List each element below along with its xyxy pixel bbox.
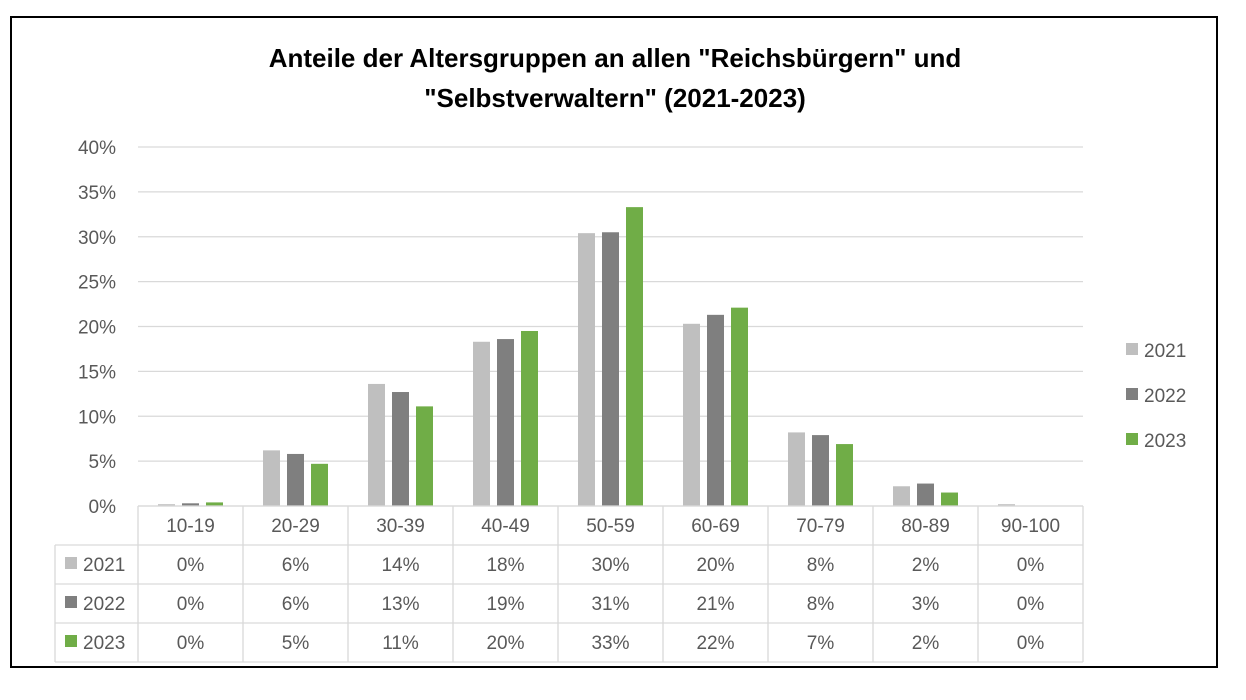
data-label: 33% bbox=[591, 633, 629, 654]
data-label: 14% bbox=[381, 555, 419, 576]
data-label: 7% bbox=[807, 633, 835, 654]
data-label: 21% bbox=[696, 594, 734, 615]
bar-2021-80-89 bbox=[893, 486, 910, 506]
bar-2022-50-59 bbox=[602, 232, 619, 506]
bar-2021-90-100 bbox=[998, 504, 1015, 506]
data-label: 6% bbox=[282, 594, 310, 615]
bar-2021-70-79 bbox=[788, 432, 805, 506]
bar-2023-30-39 bbox=[416, 406, 433, 506]
bar-2021-50-59 bbox=[578, 233, 595, 506]
bar-2023-10-19 bbox=[206, 502, 223, 506]
data-label: 2% bbox=[912, 555, 940, 576]
y-tick-label: 40% bbox=[78, 138, 116, 159]
bar-2021-40-49 bbox=[473, 341, 490, 506]
bar-2023-40-49 bbox=[521, 330, 538, 506]
table-legend-key-2021 bbox=[65, 557, 77, 569]
y-tick-label: 30% bbox=[78, 228, 116, 249]
legend-label: 2021 bbox=[1144, 341, 1186, 362]
data-label: 30% bbox=[591, 555, 629, 576]
data-label: 3% bbox=[912, 594, 940, 615]
bar-2022-30-39 bbox=[392, 392, 409, 506]
data-label: 13% bbox=[381, 594, 419, 615]
data-label: 6% bbox=[282, 555, 310, 576]
bar-2021-20-29 bbox=[263, 450, 280, 506]
y-tick-label: 15% bbox=[78, 362, 116, 383]
x-category-label: 90-100 bbox=[1001, 516, 1060, 537]
y-tick-label: 20% bbox=[78, 318, 116, 339]
data-label: 19% bbox=[486, 594, 524, 615]
data-label: 31% bbox=[591, 594, 629, 615]
data-label: 0% bbox=[177, 633, 205, 654]
bar-2022-60-69 bbox=[707, 314, 724, 506]
bar-2022-80-89 bbox=[917, 483, 934, 506]
x-category-label: 80-89 bbox=[901, 516, 950, 537]
data-label: 20% bbox=[696, 555, 734, 576]
table-series-label: 2022 bbox=[83, 594, 125, 615]
bar-2022-20-29 bbox=[287, 453, 304, 506]
chart-title: Anteile der Altersgruppen an allen "Reic… bbox=[0, 38, 1230, 118]
data-label: 18% bbox=[486, 555, 524, 576]
bar-2022-10-19 bbox=[182, 503, 199, 506]
data-label: 11% bbox=[382, 633, 419, 654]
x-category-label: 60-69 bbox=[691, 516, 740, 537]
bar-2021-30-39 bbox=[368, 383, 385, 506]
chart-title-line-2: "Selbstverwaltern" (2021-2023) bbox=[424, 83, 806, 113]
table-series-label: 2023 bbox=[83, 633, 125, 654]
data-label: 2% bbox=[912, 633, 940, 654]
bar-2021-60-69 bbox=[683, 323, 700, 506]
x-category-label: 10-19 bbox=[166, 516, 215, 537]
bar-2022-70-79 bbox=[812, 435, 829, 506]
legend-key-2021 bbox=[1126, 343, 1138, 355]
x-category-label: 40-49 bbox=[481, 516, 530, 537]
bar-2022-40-49 bbox=[497, 339, 514, 506]
legend-label: 2022 bbox=[1144, 386, 1186, 407]
y-tick-label: 10% bbox=[78, 407, 116, 428]
data-label: 8% bbox=[807, 555, 835, 576]
data-label: 22% bbox=[696, 633, 734, 654]
bar-2023-70-79 bbox=[836, 444, 853, 506]
chart-title-line-1: Anteile der Altersgruppen an allen "Reic… bbox=[268, 43, 962, 73]
legend-key-2022 bbox=[1126, 388, 1138, 400]
x-category-label: 20-29 bbox=[271, 516, 320, 537]
data-label: 20% bbox=[486, 633, 524, 654]
data-label: 0% bbox=[1017, 555, 1045, 576]
bar-2021-10-19 bbox=[158, 504, 175, 506]
data-label: 0% bbox=[1017, 633, 1045, 654]
table-legend-key-2022 bbox=[65, 596, 77, 608]
data-label: 5% bbox=[282, 633, 310, 654]
x-category-label: 50-59 bbox=[586, 516, 635, 537]
y-tick-label: 0% bbox=[89, 497, 117, 518]
legend-label: 2023 bbox=[1144, 431, 1186, 452]
bar-2023-60-69 bbox=[731, 307, 748, 506]
data-label: 0% bbox=[177, 594, 205, 615]
data-label: 8% bbox=[807, 594, 835, 615]
data-label: 0% bbox=[1017, 594, 1045, 615]
bar-2023-80-89 bbox=[941, 492, 958, 506]
bar-2023-50-59 bbox=[626, 207, 643, 506]
table-legend-key-2023 bbox=[65, 635, 77, 647]
legend-key-2023 bbox=[1126, 433, 1138, 445]
y-tick-label: 35% bbox=[78, 183, 116, 204]
y-tick-label: 5% bbox=[89, 452, 117, 473]
data-label: 0% bbox=[177, 555, 205, 576]
y-tick-label: 25% bbox=[78, 273, 116, 294]
bar-2023-20-29 bbox=[311, 463, 328, 506]
table-series-label: 2021 bbox=[83, 555, 125, 576]
x-category-label: 30-39 bbox=[376, 516, 425, 537]
x-category-label: 70-79 bbox=[796, 516, 845, 537]
